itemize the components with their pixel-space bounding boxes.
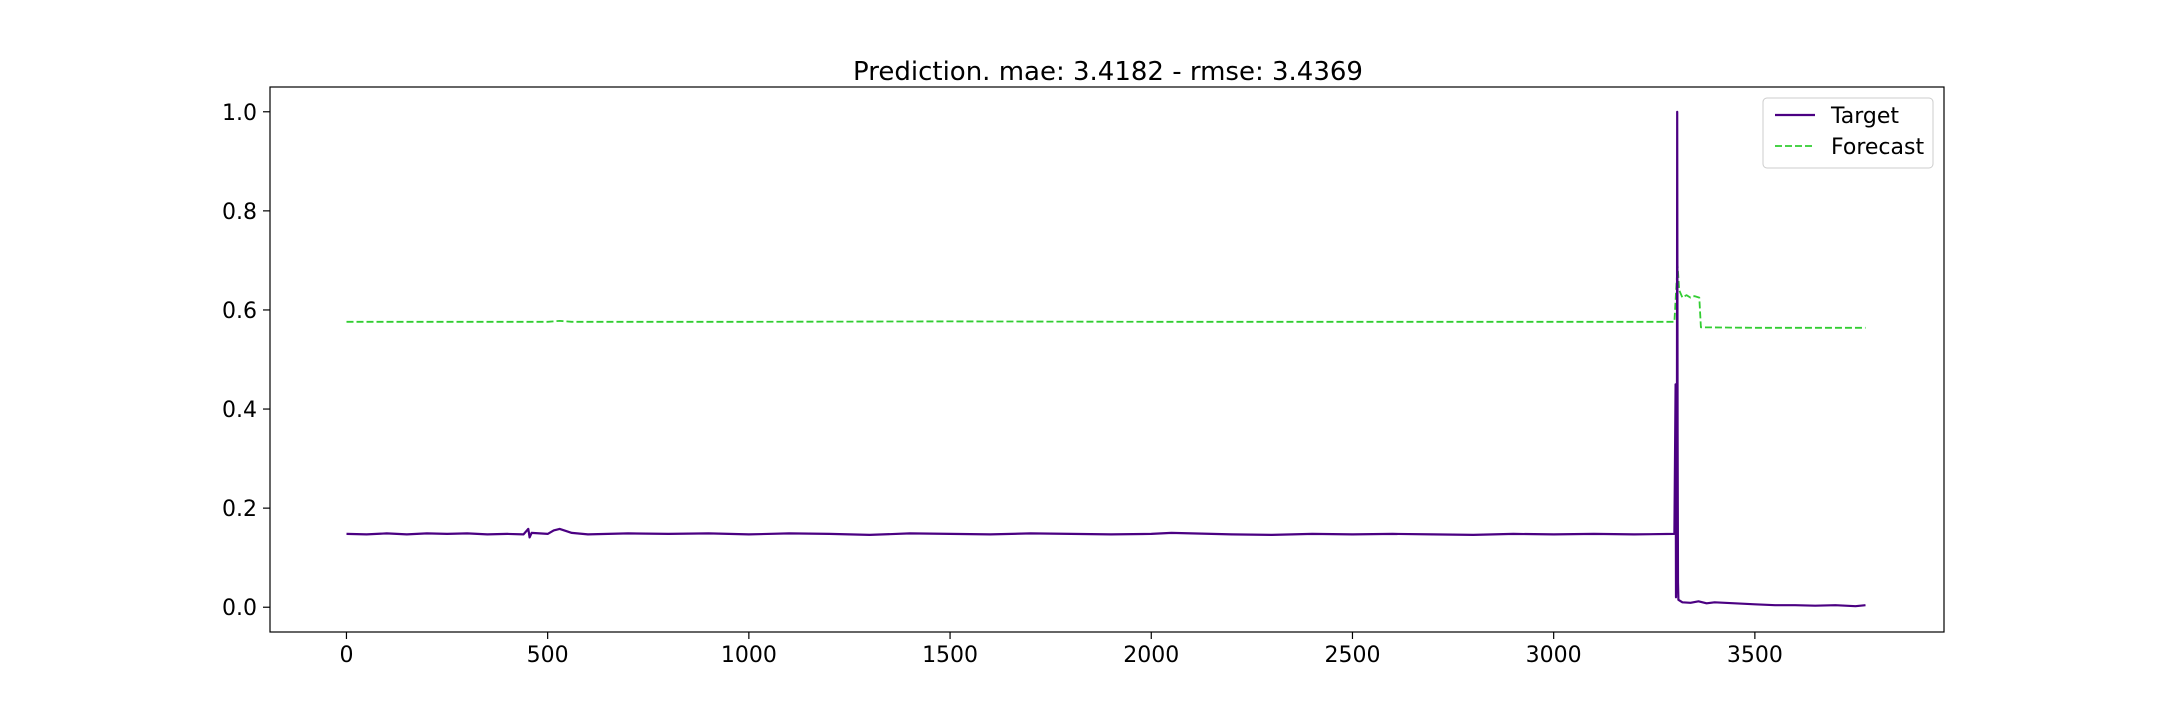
y-tick-label: 1.0 bbox=[222, 101, 257, 126]
y-tick-label: 0.8 bbox=[222, 200, 257, 225]
x-tick-label: 2500 bbox=[1324, 643, 1380, 668]
legend: Target Forecast bbox=[1762, 97, 1934, 169]
ticks-layer: 0 500 1000 1500 2000 2500 3000 3500 0.0 0.2 0.4 0.6… bbox=[222, 101, 1783, 668]
y-tick-label: 0.4 bbox=[222, 398, 257, 423]
series-layer bbox=[346, 110, 1866, 608]
legend-label-forecast: Forecast bbox=[1831, 135, 1924, 160]
x-tick-label: 2000 bbox=[1123, 643, 1179, 668]
x-tick-label: 1000 bbox=[721, 643, 777, 668]
x-tick-label: 3000 bbox=[1526, 643, 1582, 668]
y-tick-label: 0.2 bbox=[222, 497, 257, 522]
y-tick-label: 0.6 bbox=[222, 299, 257, 324]
y-tick-label: 0.0 bbox=[222, 596, 257, 621]
x-tick-label: 3500 bbox=[1727, 643, 1783, 668]
series-line-forecast bbox=[346, 264, 1866, 329]
series-line-target bbox=[346, 110, 1866, 608]
legend-label-target: Target bbox=[1830, 104, 1899, 129]
x-tick-label: 0 bbox=[339, 643, 353, 668]
chart-title: Prediction. mae: 3.4182 - rmse: 3.4369 bbox=[853, 57, 1363, 87]
plot-frame bbox=[269, 86, 1945, 633]
x-tick-label: 500 bbox=[527, 643, 569, 668]
x-tick-label: 1500 bbox=[922, 643, 978, 668]
